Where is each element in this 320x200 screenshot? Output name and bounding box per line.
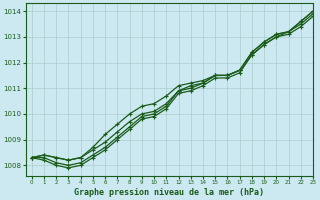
X-axis label: Graphe pression niveau de la mer (hPa): Graphe pression niveau de la mer (hPa) (74, 188, 264, 197)
